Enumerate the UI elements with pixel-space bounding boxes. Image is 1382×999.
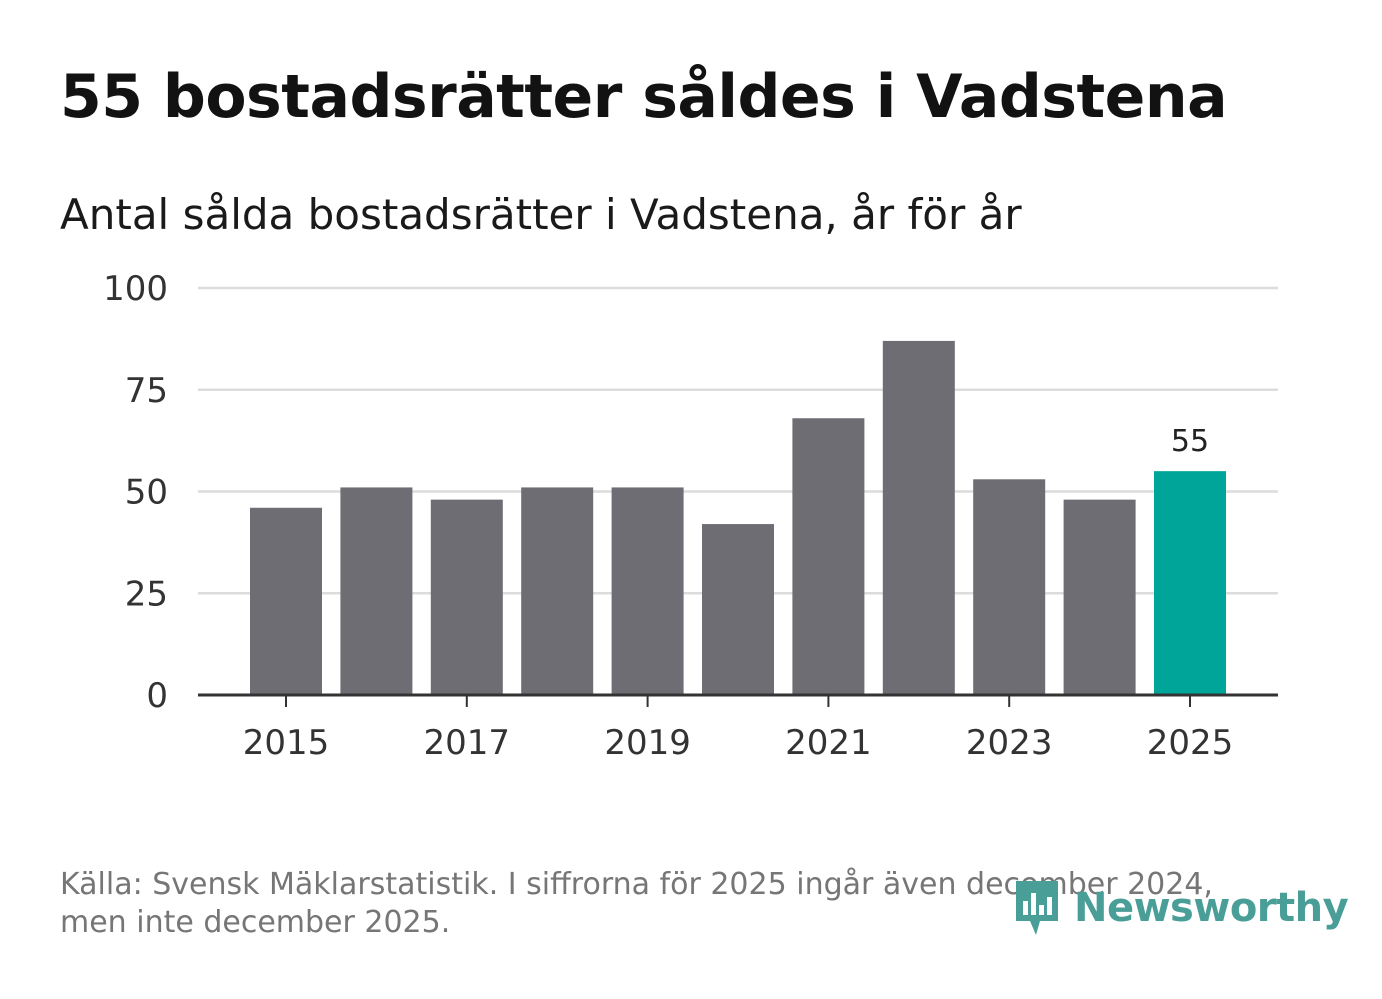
x-tick-label: 2017	[424, 723, 511, 763]
y-tick-label: 75	[125, 371, 168, 411]
y-tick-label: 25	[125, 574, 168, 614]
bar-2018	[521, 487, 594, 695]
y-tick-label: 0	[146, 676, 168, 716]
source-line-2: men inte december 2025.	[60, 905, 451, 940]
x-tick-label: 2019	[604, 723, 691, 763]
x-tick-label: 2023	[966, 723, 1053, 763]
bar-2016	[340, 487, 413, 695]
bar-chart-logo-icon	[1016, 881, 1058, 935]
bar-2020	[702, 524, 774, 695]
brand-name: Newsworthy	[1074, 885, 1349, 931]
newsworthy-logo: Newsworthy	[1012, 876, 1349, 940]
bar-2025	[1154, 471, 1226, 695]
x-tick-label: 2025	[1147, 723, 1234, 763]
chart-subtitle: Antal sålda bostadsrätter i Vadstena, år…	[60, 190, 1022, 239]
x-tick-label: 2021	[785, 723, 872, 763]
bar-2024	[1063, 499, 1136, 695]
bar-2017	[430, 499, 503, 695]
bar-2019	[611, 487, 684, 695]
bar-2021	[792, 418, 865, 695]
y-tick-label: 100	[103, 269, 168, 309]
data-label-2025: 55	[1171, 424, 1209, 459]
bar-chart: 0 25 50 75 100 55 2015 2017 2019 2021 2023 2025	[103, 269, 1278, 763]
x-tick-label: 2015	[243, 723, 330, 763]
chart-title: 55 bostadsrätter såldes i Vadstena	[60, 62, 1228, 132]
bar-2023	[973, 479, 1046, 695]
bar-2015	[250, 507, 322, 695]
y-tick-label: 50	[125, 473, 168, 513]
bar-2022	[882, 340, 955, 695]
